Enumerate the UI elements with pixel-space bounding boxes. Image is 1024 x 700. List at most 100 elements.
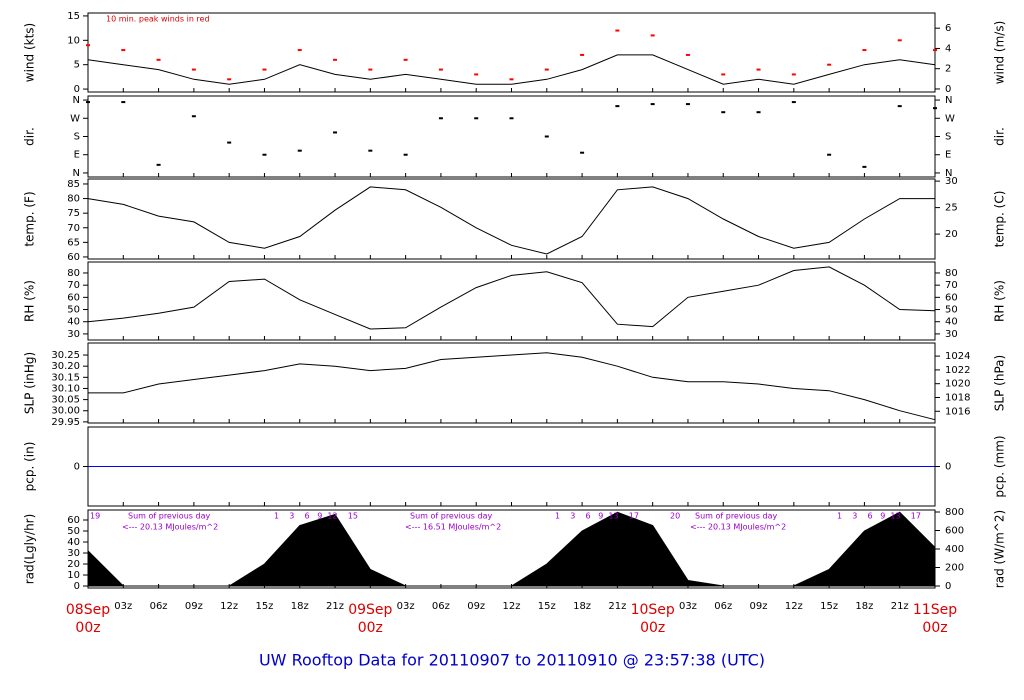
x-tick-label: 12z [503, 601, 521, 612]
y2-tick-label: 800 [945, 507, 964, 518]
x-tick-label: 09z [467, 601, 485, 612]
series-line [87, 266, 936, 330]
x-tick-label: 06z [714, 601, 732, 612]
y2-tick-label: 6 [945, 23, 951, 34]
dir-point [403, 153, 408, 156]
dir-point [544, 135, 549, 138]
dir-point [262, 153, 267, 156]
dir-point [615, 105, 620, 108]
x-tick-label: 03z [114, 601, 132, 612]
series-line [87, 54, 936, 85]
panel-frame [87, 178, 936, 260]
y2-tick-label: 4 [945, 43, 951, 54]
y-tick-label: 60 [67, 292, 80, 303]
y2-tick-label: 30 [945, 176, 958, 187]
y-tick-label: 0 [74, 84, 80, 95]
dir-point [650, 103, 655, 106]
y2-tick-label: 30 [945, 329, 958, 340]
y-tick-label: 70 [67, 280, 80, 291]
y-tick-label: 10 [67, 570, 80, 581]
y-tick-label: 0 [74, 581, 80, 592]
annotation: 10 min. peak winds in red [106, 15, 210, 24]
y2-tick-label: 80 [945, 268, 958, 279]
y-tick-label: 0 [74, 462, 80, 473]
x-tick-label: 18z [291, 601, 309, 612]
y-tick-label: 80 [67, 194, 80, 205]
dir-point [191, 115, 196, 118]
x-tick-label: 21z [891, 601, 909, 612]
y-tick-label: W [70, 113, 80, 124]
y2-tick-label: 60 [945, 292, 958, 303]
y2-axis-label: SLP (hPa) [993, 355, 1007, 411]
annotation: 1 3 6 9 13 17 [837, 512, 921, 521]
panel-frame [87, 95, 936, 178]
x-tick-label: 15z [255, 601, 273, 612]
dir-point [121, 101, 126, 104]
annotation: 20 [670, 512, 680, 521]
annotation: Sum of previous day [410, 512, 492, 521]
y2-tick-label: 50 [945, 305, 958, 316]
y-tick-label: 30.05 [51, 395, 80, 406]
y-axis-label: SLP (inHg) [23, 352, 37, 414]
x-tick-label: 00z [75, 620, 100, 636]
x-tick-label: 00z [358, 620, 383, 636]
y2-tick-label: W [945, 113, 955, 124]
y2-axis-label: rad (W/m^2) [993, 510, 1007, 588]
y-tick-label: E [74, 150, 80, 161]
y2-tick-label: 70 [945, 280, 958, 291]
y2-axis-label: dir. [993, 127, 1007, 146]
dir-point [933, 107, 937, 110]
y2-tick-label: N [945, 168, 952, 179]
annotation: 1 3 6 9 12 15 [274, 512, 358, 521]
x-tick-label: 09z [750, 601, 768, 612]
y-tick-label: 30.25 [51, 350, 80, 361]
dir-point [227, 141, 232, 144]
day-label: 10Sep [631, 602, 675, 618]
dir-point [86, 101, 90, 104]
y2-tick-label: 0 [945, 84, 951, 95]
y-tick-label: N [73, 168, 80, 179]
y-tick-label: 30.15 [51, 372, 80, 383]
y2-axis-label: pcp. (mm) [993, 435, 1007, 497]
x-tick-label: 00z [922, 620, 947, 636]
y-tick-label: 30 [67, 548, 80, 559]
y-tick-label: 40 [67, 537, 80, 548]
day-label: 11Sep [913, 602, 957, 618]
y2-tick-label: E [945, 150, 951, 161]
y-tick-label: 10 [67, 35, 80, 46]
y2-tick-label: 2 [945, 64, 951, 75]
dir-point [333, 131, 338, 134]
y2-tick-label: 1024 [945, 351, 970, 362]
y2-tick-label: 1016 [945, 406, 970, 417]
y2-tick-label: S [945, 132, 951, 143]
x-tick-label: 03z [679, 601, 697, 612]
dir-point [827, 153, 832, 156]
x-tick-label: 03z [397, 601, 415, 612]
y2-tick-label: N [945, 95, 952, 106]
y2-tick-label: 1022 [945, 365, 970, 376]
y2-tick-label: 40 [945, 317, 958, 328]
annotation: <--- 16.51 MJoules/m^2 [405, 523, 501, 532]
y-tick-label: 5 [74, 60, 80, 71]
y-axis-label: RH (%) [23, 280, 37, 322]
chart-title: UW Rooftop Data for 20110907 to 20110910… [259, 651, 765, 670]
dir-point [438, 117, 443, 120]
y-tick-label: 15 [67, 11, 80, 22]
y-tick-label: 30 [67, 329, 80, 340]
y2-tick-label: 1018 [945, 392, 970, 403]
dir-point [509, 117, 514, 120]
y2-tick-label: 25 [945, 203, 958, 214]
dir-point [791, 101, 796, 104]
series-line [87, 186, 935, 255]
x-tick-label: 06z [432, 601, 450, 612]
x-tick-label: 21z [326, 601, 344, 612]
annotation: 1 3 6 9 13 17 [555, 512, 639, 521]
dir-point [897, 105, 902, 108]
dir-point [297, 149, 302, 152]
radiation-area [87, 511, 936, 587]
y-axis-label: dir. [23, 127, 37, 146]
y2-tick-label: 600 [945, 525, 964, 536]
x-tick-label: 18z [573, 601, 591, 612]
y-tick-label: 50 [67, 526, 80, 537]
y-tick-label: 70 [67, 223, 80, 234]
